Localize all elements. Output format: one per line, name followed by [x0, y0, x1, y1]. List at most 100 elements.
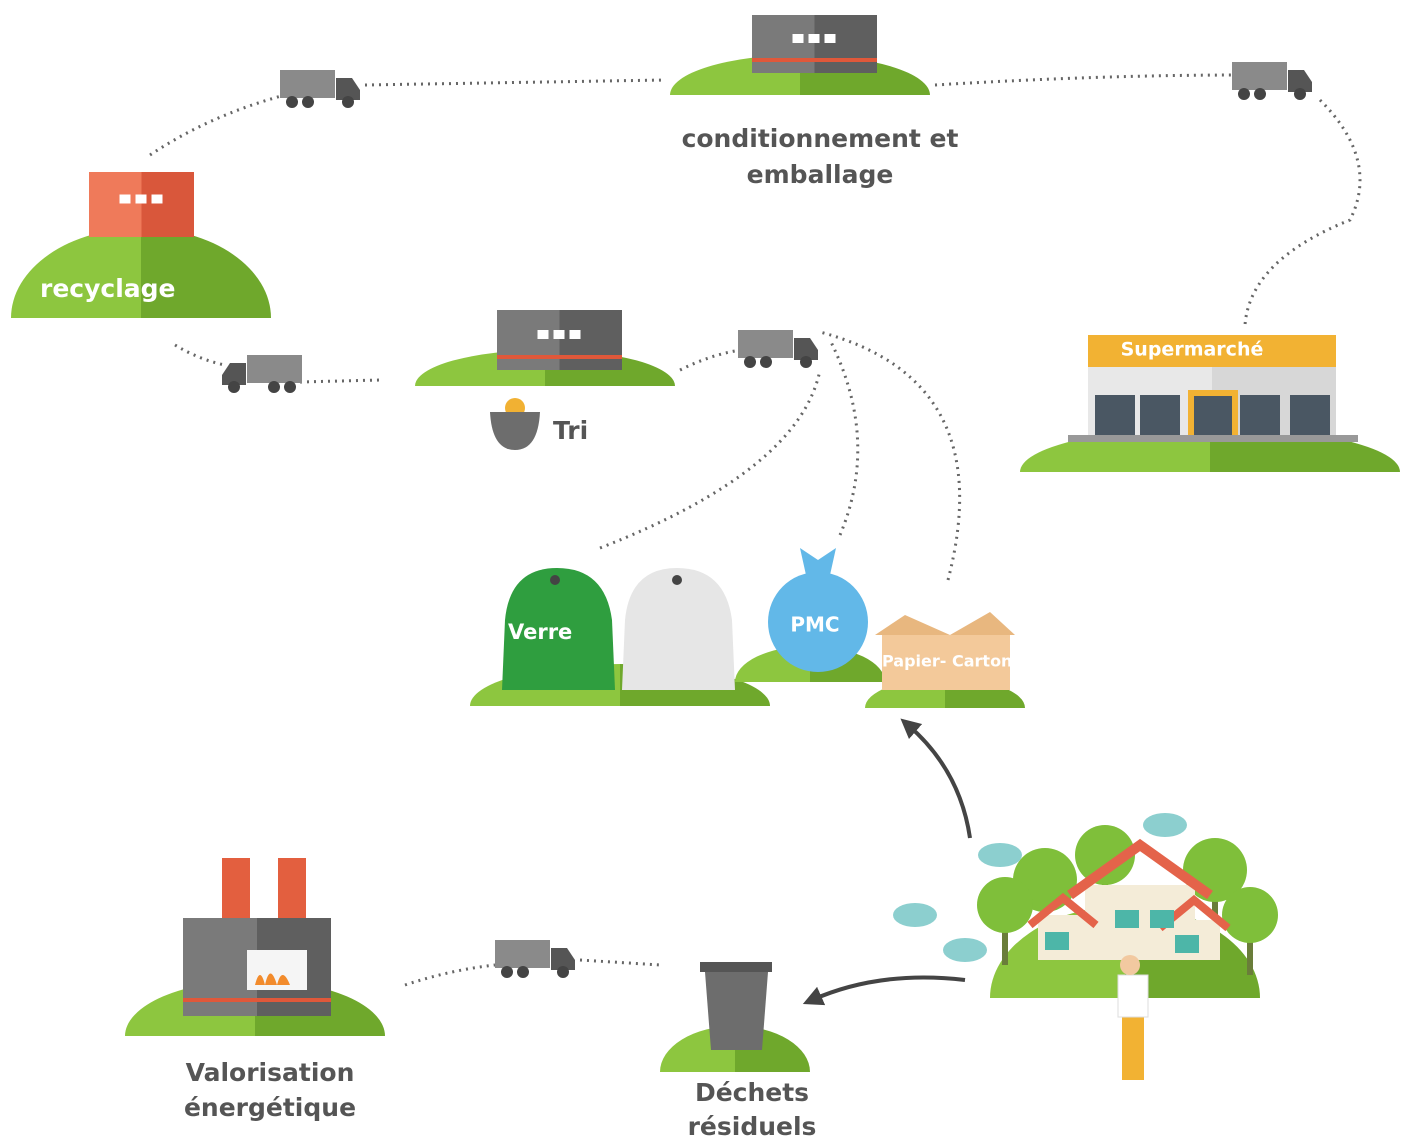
house-window: [1045, 932, 1069, 950]
label: résiduels: [688, 1112, 817, 1140]
label: Déchets: [695, 1078, 809, 1107]
house-window: [1150, 910, 1174, 928]
store-base: [1068, 435, 1358, 442]
store-window: [1140, 395, 1180, 435]
paper-flap: [950, 612, 1015, 635]
stripe: [183, 998, 331, 1002]
building: [752, 15, 815, 73]
hill: [141, 228, 271, 318]
route: [680, 350, 740, 370]
window: [136, 195, 147, 204]
store-window: [1240, 395, 1280, 435]
truck: [1232, 62, 1312, 100]
paper-flap: [875, 615, 950, 635]
wheel: [744, 356, 756, 368]
truck: [222, 355, 302, 393]
person-head: [1120, 955, 1140, 975]
wheel: [268, 381, 280, 393]
wheel: [1254, 88, 1266, 100]
hill: [11, 228, 141, 318]
route: [1245, 100, 1360, 325]
person-body: [1118, 975, 1148, 1017]
recycling-diagram: conditionnement et emballage recyclage T…: [0, 0, 1401, 1140]
building: [89, 172, 142, 237]
route: [580, 960, 660, 965]
window: [152, 195, 163, 204]
cloud: [893, 903, 937, 927]
store-window: [1290, 395, 1330, 435]
truck: [738, 330, 818, 368]
wheel: [284, 381, 296, 393]
cloud: [978, 843, 1022, 867]
route: [405, 965, 495, 985]
bin-hole: [550, 575, 560, 585]
truck-cargo: [280, 70, 335, 98]
wheel: [800, 356, 812, 368]
person-legs: [1122, 1015, 1144, 1080]
wheel: [1294, 88, 1306, 100]
route: [300, 380, 380, 382]
route: [820, 332, 960, 580]
pmc-tie: [800, 548, 836, 575]
arrow: [908, 725, 970, 838]
truck-cargo: [495, 940, 550, 968]
stripe: [752, 58, 877, 62]
glass-bin: [622, 568, 735, 690]
chimney: [222, 858, 250, 920]
label: conditionnement et: [682, 124, 959, 153]
wheel: [517, 966, 529, 978]
building: [560, 310, 623, 370]
truck-cargo: [1232, 62, 1287, 90]
window: [538, 330, 549, 339]
window: [120, 195, 131, 204]
truck-cargo: [738, 330, 793, 358]
route: [365, 80, 665, 85]
building: [815, 15, 878, 73]
truck: [495, 940, 575, 978]
wheel: [501, 966, 513, 978]
chimney: [278, 858, 306, 920]
routes: [150, 75, 1360, 1000]
wheel: [557, 966, 569, 978]
route: [935, 75, 1240, 85]
truck-cargo: [247, 355, 302, 383]
building: [142, 172, 195, 237]
illustrations: [11, 15, 1400, 1080]
store-window: [1095, 395, 1135, 435]
arrow: [812, 978, 965, 1001]
route: [830, 340, 858, 535]
label: Verre: [508, 620, 572, 644]
route: [150, 95, 285, 155]
building: [497, 310, 560, 370]
trash-lid: [700, 962, 772, 972]
stripe: [497, 355, 622, 359]
window: [554, 330, 565, 339]
tree: [1222, 887, 1278, 943]
cloud: [1143, 813, 1187, 837]
cloud: [943, 938, 987, 962]
wheel: [228, 381, 240, 393]
wheel: [342, 96, 354, 108]
tree: [977, 877, 1033, 933]
bin-hole: [672, 575, 682, 585]
trash-bin: [705, 972, 768, 1050]
label: recyclage: [40, 274, 176, 303]
route: [600, 370, 820, 548]
wheel: [760, 356, 772, 368]
label: emballage: [747, 160, 894, 189]
label: Supermarché: [1121, 339, 1264, 361]
wheel: [286, 96, 298, 108]
window: [809, 34, 820, 43]
store-door: [1194, 396, 1232, 435]
window: [793, 34, 804, 43]
wheel: [1238, 88, 1250, 100]
window: [570, 330, 581, 339]
wheel: [302, 96, 314, 108]
label: Papier- Carton: [882, 652, 1012, 671]
truck: [280, 70, 360, 108]
window: [825, 34, 836, 43]
bin-icon: [490, 412, 540, 450]
label: énergétique: [184, 1093, 356, 1122]
label: PMC: [790, 613, 839, 637]
route: [175, 345, 225, 365]
